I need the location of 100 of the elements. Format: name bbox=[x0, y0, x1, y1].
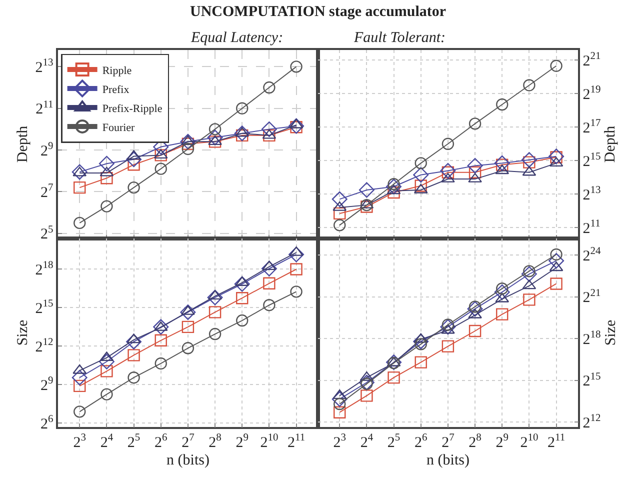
x-tick-label: 2$^{10}$ bbox=[260, 432, 278, 451]
point bbox=[468, 324, 482, 338]
point bbox=[208, 328, 222, 340]
point bbox=[332, 191, 348, 207]
point bbox=[128, 181, 140, 194]
x-tick-label: 2$^{3}$ bbox=[333, 432, 346, 451]
point bbox=[153, 319, 169, 335]
point bbox=[550, 278, 562, 290]
x-tick-label: 2$^{4}$ bbox=[100, 432, 114, 451]
y-tick-label: 2$^{7}$ bbox=[40, 182, 54, 201]
y-tick-label: 2$^{15}$ bbox=[35, 298, 54, 317]
x-tick-label: 2$^{5}$ bbox=[127, 432, 140, 451]
point bbox=[360, 390, 373, 402]
point bbox=[207, 290, 223, 306]
point bbox=[440, 162, 456, 178]
chart-title: UNCOMPUTATION stage accumulator bbox=[190, 4, 446, 20]
x-tick-label: 2$^{7}$ bbox=[182, 432, 194, 451]
y-tick-label: 2$^{15}$ bbox=[582, 152, 601, 170]
point bbox=[334, 219, 346, 232]
x-tick-label: 2$^{9}$ bbox=[236, 432, 248, 451]
point bbox=[442, 318, 454, 331]
point bbox=[494, 155, 510, 171]
point bbox=[181, 136, 195, 146]
point bbox=[154, 149, 167, 162]
y-axis-title: Size bbox=[15, 319, 31, 346]
point bbox=[234, 276, 250, 292]
point bbox=[126, 152, 142, 168]
point bbox=[521, 266, 537, 282]
x-tick-label: 2$^{6}$ bbox=[414, 432, 428, 451]
x-tick-label: 2$^{3}$ bbox=[73, 432, 86, 451]
y-tick-label: 2$^{18}$ bbox=[35, 260, 54, 278]
point bbox=[182, 342, 194, 354]
point bbox=[72, 370, 88, 386]
point bbox=[548, 253, 564, 269]
point bbox=[126, 334, 142, 350]
point bbox=[523, 294, 536, 306]
point bbox=[74, 380, 86, 392]
point bbox=[442, 166, 454, 178]
point bbox=[98, 354, 114, 370]
y-tick-label: 2$^{12}$ bbox=[582, 413, 601, 432]
point bbox=[413, 167, 429, 183]
point bbox=[442, 340, 454, 352]
point bbox=[468, 308, 482, 318]
point bbox=[100, 388, 113, 400]
x-tick-label: 2$^{10}$ bbox=[520, 432, 538, 451]
point bbox=[358, 182, 374, 198]
y-tick-label: 2$^{9}$ bbox=[40, 376, 54, 394]
point bbox=[234, 126, 250, 142]
point bbox=[74, 181, 86, 194]
point bbox=[332, 391, 348, 407]
point bbox=[468, 300, 482, 313]
y-tick-label: 2$^{6}$ bbox=[40, 414, 54, 432]
point bbox=[207, 130, 223, 146]
x-tick-label: 2$^{7}$ bbox=[442, 432, 454, 451]
point bbox=[521, 152, 537, 168]
y-tick-label: 2$^{9}$ bbox=[40, 140, 54, 160]
point bbox=[414, 180, 427, 192]
x-tick-label: 2$^{8}$ bbox=[468, 432, 482, 451]
point bbox=[290, 60, 302, 73]
y-tick-label: 2$^{12}$ bbox=[35, 337, 54, 356]
x-axis-title: n (bits) bbox=[166, 452, 210, 468]
x-tick-label: 2$^{4}$ bbox=[360, 432, 374, 451]
point bbox=[441, 172, 455, 182]
point bbox=[181, 305, 195, 315]
point bbox=[467, 158, 483, 174]
point bbox=[128, 349, 140, 362]
chart-subtitle: Equal Latency: bbox=[190, 30, 284, 46]
point bbox=[496, 308, 508, 320]
point bbox=[467, 301, 483, 317]
legend-label: Prefix bbox=[102, 84, 130, 96]
point bbox=[468, 166, 482, 178]
y-tick-label: 2$^{15}$ bbox=[582, 371, 601, 390]
legend-label: Prefix-Ripple bbox=[102, 102, 162, 115]
point bbox=[494, 284, 510, 300]
x-tick-label: 2$^{11}$ bbox=[287, 432, 306, 451]
point bbox=[263, 277, 276, 290]
x-tick-label: 2$^{6}$ bbox=[154, 432, 168, 451]
y-axis-title: Depth bbox=[602, 125, 618, 163]
point bbox=[290, 263, 302, 276]
point bbox=[261, 260, 277, 276]
point bbox=[208, 306, 222, 318]
y-axis-title: Size bbox=[603, 319, 619, 346]
point bbox=[180, 304, 196, 320]
point bbox=[182, 320, 194, 334]
point bbox=[413, 334, 429, 350]
point bbox=[550, 60, 562, 72]
point bbox=[468, 172, 482, 182]
legend-label: Fourier bbox=[102, 122, 136, 134]
point bbox=[236, 292, 248, 304]
y-tick-label: 2$^{21}$ bbox=[582, 288, 601, 306]
point bbox=[208, 136, 222, 148]
point bbox=[236, 314, 248, 327]
point bbox=[334, 207, 346, 220]
y-axis-title: Depth bbox=[15, 125, 31, 163]
point bbox=[261, 121, 277, 137]
point bbox=[154, 162, 167, 175]
point bbox=[414, 157, 427, 170]
point bbox=[154, 357, 167, 370]
point bbox=[358, 374, 374, 390]
point bbox=[468, 118, 482, 130]
